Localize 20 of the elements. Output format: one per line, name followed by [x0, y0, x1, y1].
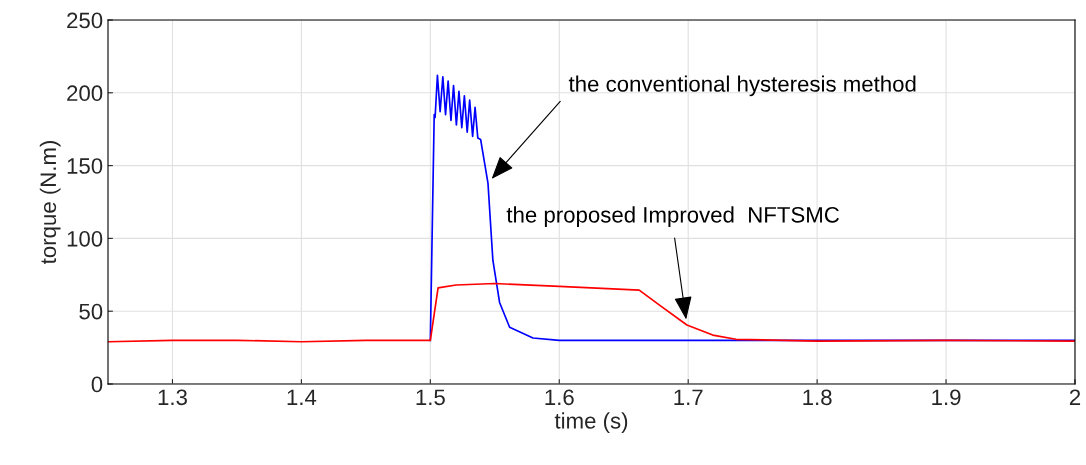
y-axis-title: torque (N.m) [39, 141, 61, 265]
line-series [429, 74, 1075, 342]
x-tick-label: 1.8 [803, 389, 832, 406]
y-tick-label: 200 [67, 85, 103, 102]
x-tick-label: 1.3 [158, 389, 187, 406]
line-series [108, 282, 1075, 343]
x-tick-label: 1.4 [287, 389, 317, 405]
y-tick-label: 150 [67, 158, 103, 174]
x-tick-label: 1.7 [674, 389, 703, 405]
y-tick-label: 100 [67, 230, 103, 247]
y-tick-label: 0 [91, 376, 103, 393]
annotation: the conventional hysteresis method [568, 75, 916, 97]
annotation: the proposed Improved NFTSMC [506, 206, 839, 228]
x-tick-label: 1.5 [416, 389, 445, 406]
x-tick-label: 1.6 [545, 389, 574, 406]
x-axis-title: time (s) [554, 412, 628, 434]
y-tick-label: 50 [79, 303, 103, 320]
x-tick-label: 1.9 [932, 389, 961, 406]
y-tick-label: 250 [67, 12, 103, 29]
x-tick-label: 2 [1069, 389, 1081, 405]
